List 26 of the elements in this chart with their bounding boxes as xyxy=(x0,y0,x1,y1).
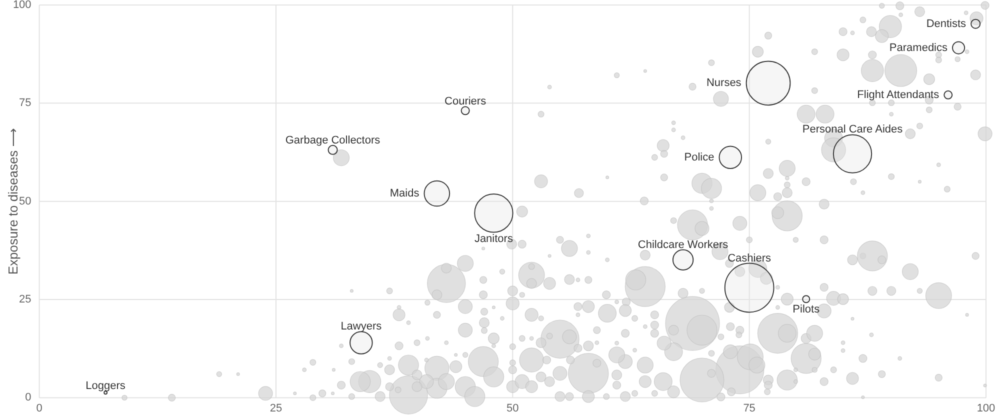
annotation: Paramedics xyxy=(889,42,948,54)
annotation: Police xyxy=(684,151,714,164)
y-tick-label: 0 xyxy=(25,392,32,404)
y-tick-label: 100 xyxy=(12,0,32,11)
annotation: Dentists xyxy=(926,18,967,30)
annotation: Cashiers xyxy=(728,252,772,264)
annotation: Garbage Collectors xyxy=(285,134,381,146)
x-tick-label: 75 xyxy=(743,402,756,415)
x-tick-label: 25 xyxy=(270,402,282,415)
x-tick-label: 50 xyxy=(506,402,519,415)
annotation: Loggers xyxy=(86,380,126,392)
x-tick-label: 100 xyxy=(976,402,996,415)
y-tick-label: 75 xyxy=(19,97,32,110)
annotation: Personal Care Aides xyxy=(802,124,904,136)
y-tick-label: 50 xyxy=(19,195,32,208)
annotation: Couriers xyxy=(444,96,487,108)
annotation: Childcare Workers xyxy=(638,238,729,251)
annotation: Flight Attendants xyxy=(857,88,940,101)
y-tick-label: 25 xyxy=(19,294,32,306)
annotation: Lawyers xyxy=(340,320,382,333)
annotation: Maids xyxy=(390,187,420,200)
x-tick-label: 0 xyxy=(36,402,42,415)
y-axis-title: Exposure to diseases ⟶ xyxy=(6,128,20,275)
annotation: Janitors xyxy=(474,233,514,246)
annotation: Pilots xyxy=(792,304,820,316)
annotation: Nurses xyxy=(706,77,742,90)
